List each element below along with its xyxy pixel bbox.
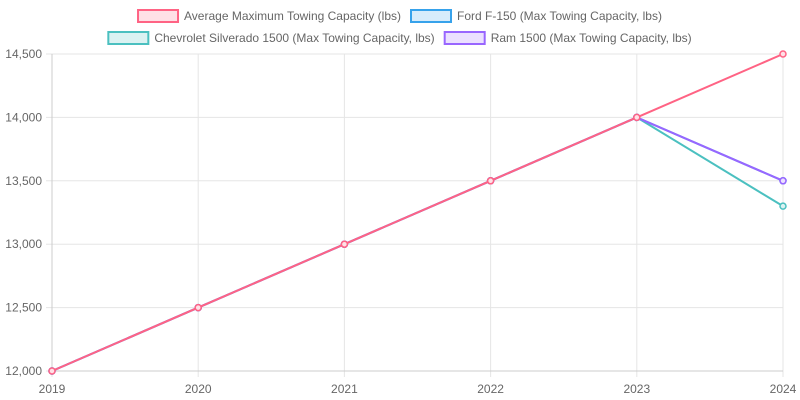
data-point[interactable] — [779, 177, 787, 185]
legend-label: Average Maximum Towing Capacity (lbs) — [184, 9, 401, 23]
data-point[interactable] — [633, 113, 641, 122]
legend-swatch — [107, 31, 150, 45]
x-tick-label: 2024 — [770, 382, 797, 396]
data-point[interactable] — [194, 303, 202, 312]
legend-label: Ram 1500 (Max Towing Capacity, lbs) — [491, 31, 692, 45]
x-tick-label: 2022 — [477, 382, 504, 396]
legend-label: Ford F-150 (Max Towing Capacity, lbs) — [457, 9, 662, 23]
grid — [46, 53, 784, 377]
legend-item-1[interactable]: Ford F-150 (Max Towing Capacity, lbs) — [410, 9, 662, 23]
legend-swatch — [410, 9, 453, 23]
legend-item-3[interactable]: Ram 1500 (Max Towing Capacity, lbs) — [443, 31, 692, 45]
x-tick-label: 2023 — [623, 382, 650, 396]
legend-label: Chevrolet Silverado 1500 (Max Towing Cap… — [154, 31, 434, 45]
data-point[interactable] — [779, 50, 787, 58]
legend-swatch — [443, 31, 486, 45]
y-tick-label: 12,000 — [5, 364, 42, 378]
data-point[interactable] — [486, 177, 495, 185]
y-tick-label: 12,500 — [5, 301, 42, 315]
legend-item-2[interactable]: Chevrolet Silverado 1500 (Max Towing Cap… — [107, 31, 435, 45]
x-tick-label: 2020 — [185, 382, 212, 396]
legend: Average Maximum Towing Capacity (lbs) For… — [107, 9, 692, 45]
axes: 12,000 12,500 13,000 13,500 14,000 14,500 2019… — [5, 47, 796, 396]
x-tick-label: 2021 — [331, 382, 358, 396]
legend-swatch — [137, 9, 180, 23]
x-tick-label: 2019 — [39, 382, 66, 396]
data-point[interactable] — [779, 202, 787, 210]
series-line — [51, 53, 784, 372]
y-tick-label: 13,000 — [5, 237, 42, 251]
series-lines — [48, 50, 787, 375]
y-tick-label: 13,500 — [5, 174, 42, 188]
series-0 — [48, 50, 787, 375]
data-point[interactable] — [48, 367, 56, 375]
data-point[interactable] — [340, 240, 349, 248]
legend-item-0[interactable]: Average Maximum Towing Capacity (lbs) — [137, 9, 401, 23]
y-tick-label: 14,500 — [5, 47, 42, 61]
y-tick-label: 14,000 — [5, 110, 42, 124]
